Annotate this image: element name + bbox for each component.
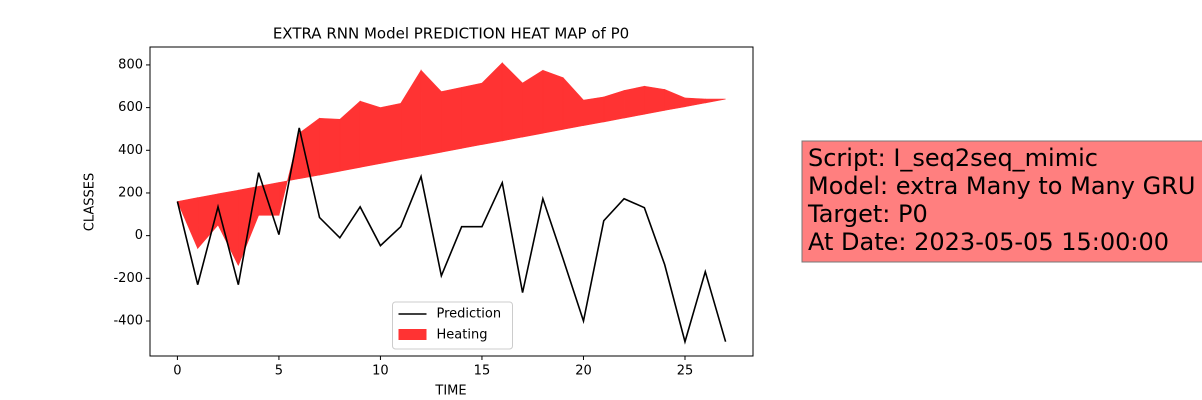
heating-area	[258, 182, 280, 216]
y-tick-label: -400	[113, 314, 143, 329]
heating-area	[420, 69, 442, 157]
heating-area	[664, 89, 686, 111]
x-tick-label: 0	[173, 364, 181, 379]
annotation-line: Script: I_seq2seq_mimic	[808, 144, 1098, 172]
x-tick-label: 10	[372, 364, 389, 379]
heating-area	[583, 96, 605, 126]
heating-area	[522, 69, 544, 138]
x-tick-label: 15	[474, 364, 491, 379]
x-tick-label: 25	[677, 364, 694, 379]
heating-area	[644, 85, 665, 115]
prediction-line	[176, 127, 727, 345]
heating-area	[704, 98, 726, 104]
annotation-line: Target: P0	[807, 200, 928, 228]
heating-area	[501, 62, 523, 142]
annotation-line: At Date: 2023-05-05 15:00:00	[808, 228, 1169, 256]
heating-area	[623, 85, 645, 119]
x-axis-label: TIME	[434, 384, 466, 399]
chart-title: EXTRA RNN Model PREDICTION HEAT MAP of P…	[273, 25, 629, 43]
heating-area	[542, 69, 564, 134]
legend-swatch	[398, 329, 427, 340]
heating-area	[359, 100, 381, 168]
y-tick-label: 0	[135, 228, 143, 243]
y-tick-label: 800	[118, 57, 143, 72]
y-tick-label: 400	[118, 143, 143, 158]
heating-area	[339, 100, 361, 172]
y-tick-label: 200	[118, 185, 143, 200]
x-tick-label: 20	[575, 364, 592, 379]
heating-area	[481, 62, 503, 145]
legend-label: Heating	[437, 328, 488, 343]
heating-area	[400, 69, 422, 161]
heating-area	[562, 76, 584, 130]
heating-area	[319, 117, 341, 176]
y-axis-label: CLASSES	[83, 173, 98, 231]
heating-area	[380, 102, 402, 164]
legend-label: Prediction	[437, 307, 502, 322]
heating-area	[461, 82, 483, 149]
x-tick-label: 5	[275, 364, 283, 379]
annotation-line: Model: extra Many to Many GRU	[808, 172, 1195, 200]
heating-area	[684, 97, 706, 108]
plot-frame	[149, 46, 754, 357]
y-tick-label: 600	[118, 100, 143, 115]
heating-area	[603, 90, 625, 123]
heating-area	[441, 86, 462, 153]
heating-area	[217, 189, 239, 266]
y-tick-label: -200	[113, 271, 143, 286]
annotation-box	[801, 140, 1202, 263]
